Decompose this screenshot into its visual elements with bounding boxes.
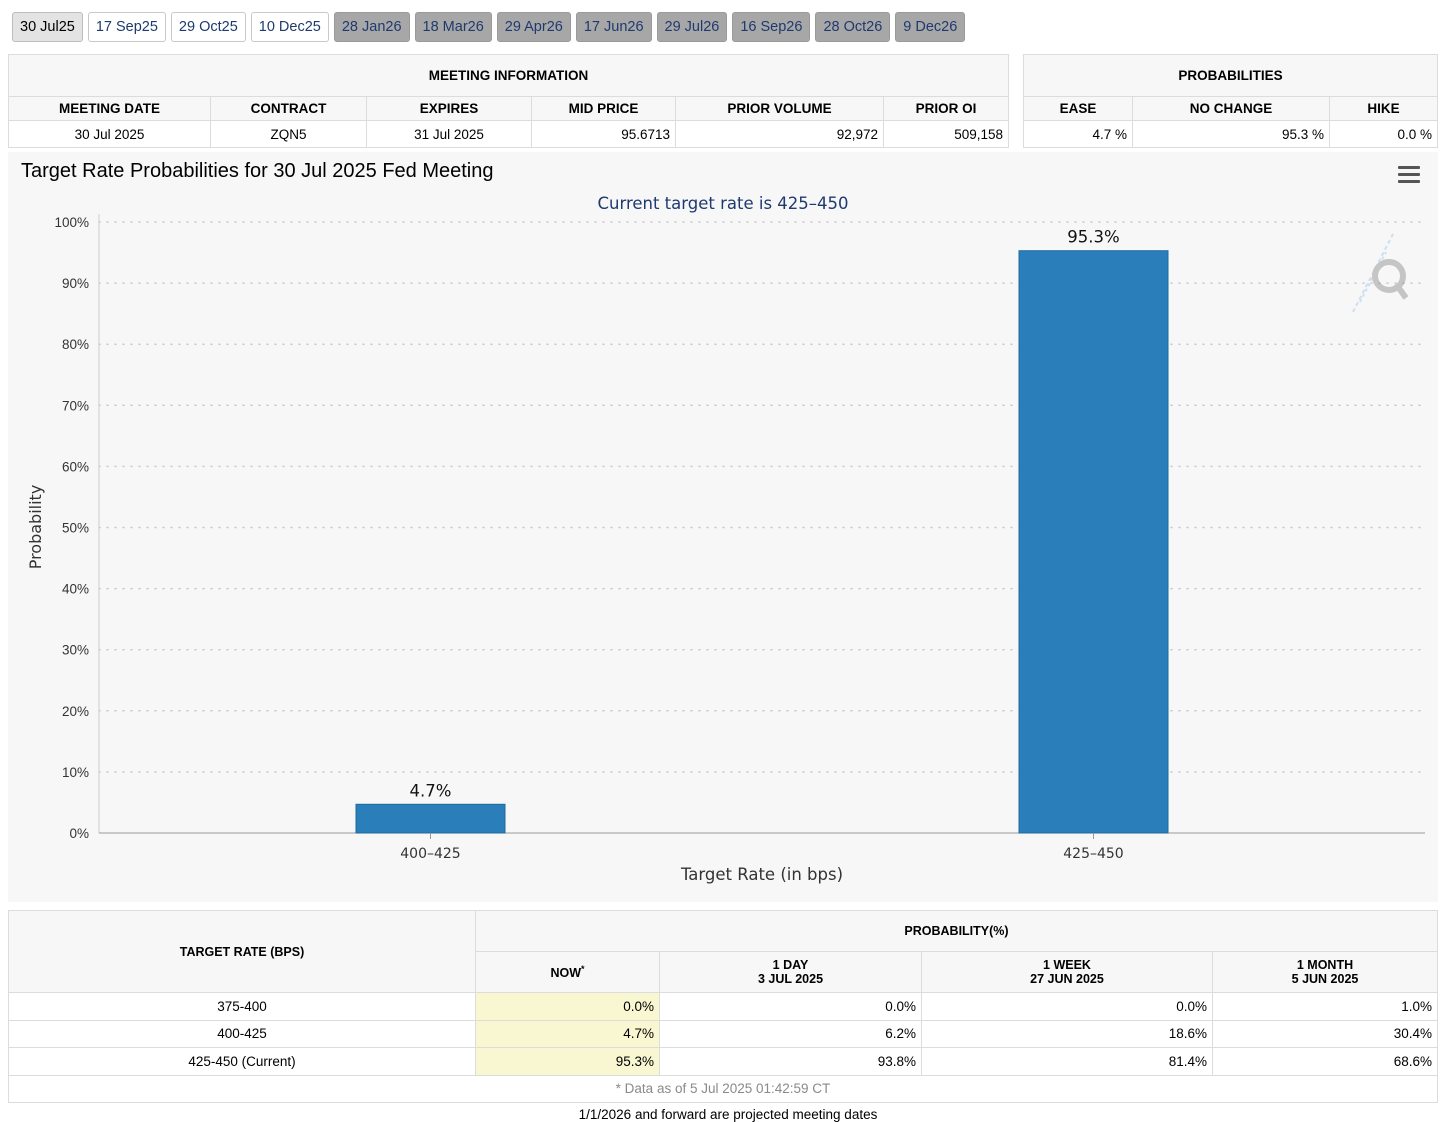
- header-period-1: NOW*: [475, 951, 660, 993]
- header-period-4: 1 MONTH 5 JUN 2025: [1212, 951, 1438, 993]
- data-as-of-footnote: * Data as of 5 Jul 2025 01:42:59 CT: [8, 1074, 1438, 1103]
- probability-cell: 6.2%: [659, 1019, 922, 1048]
- tab-meeting-1[interactable]: 30 Jul25: [12, 12, 83, 42]
- probability-cell: 0.0%: [921, 992, 1213, 1021]
- header-target-rate: TARGET RATE (BPS): [8, 910, 476, 993]
- hike-value: 0.0 %: [1329, 120, 1438, 148]
- y-tick-label: 60%: [62, 459, 89, 474]
- header-period-2: 1 DAY 3 JUL 2025: [659, 951, 922, 993]
- bar-data-label: 4.7%: [410, 781, 452, 800]
- y-tick-label: 30%: [62, 643, 89, 658]
- tab-meeting-5[interactable]: 28 Jan26: [333, 12, 410, 42]
- watermark-logo-icon: [1352, 233, 1409, 313]
- y-tick-label: 70%: [62, 398, 89, 413]
- header-period-label: 1 WEEK: [1043, 958, 1091, 972]
- target-rate-cell: 425-450 (Current): [8, 1047, 476, 1076]
- tab-meeting-9[interactable]: 29 Jul26: [656, 12, 728, 42]
- tab-meeting-2[interactable]: 17 Sep25: [87, 12, 166, 42]
- header-hike: HIKE: [1329, 96, 1438, 121]
- mid-price-value: 95.6713: [531, 120, 676, 148]
- probability-cell: 93.8%: [659, 1047, 922, 1076]
- tab-meeting-8[interactable]: 17 Jun26: [575, 12, 652, 42]
- x-tick-label: 400–425: [400, 846, 460, 862]
- header-no-change: NO CHANGE: [1132, 96, 1330, 121]
- table-row: 425-450 (Current) 95.3% 93.8% 81.4% 68.6%: [8, 1047, 1438, 1076]
- tab-meeting-4[interactable]: 10 Dec25: [250, 12, 329, 42]
- table-row: 375-400 0.0% 0.0% 0.0% 1.0%: [8, 992, 1438, 1021]
- target-rate-chart: Target Rate Probabilities for 30 Jul 202…: [8, 152, 1438, 902]
- chart-menu-icon[interactable]: [1398, 166, 1420, 184]
- chart-subtitle: Current target rate is 425–450: [597, 194, 848, 213]
- probability-cell: 95.3%: [475, 1047, 660, 1076]
- y-tick-label: 90%: [62, 276, 89, 291]
- no-change-value: 95.3 %: [1132, 120, 1330, 148]
- prior-volume-value: 92,972: [675, 120, 884, 148]
- meeting-information-table: MEETING INFORMATION MEETING DATE CONTRAC…: [8, 54, 1009, 148]
- meeting-information-title: MEETING INFORMATION: [8, 54, 1009, 97]
- y-tick-label: 0%: [69, 826, 89, 841]
- chart-title: Target Rate Probabilities for 30 Jul 202…: [21, 160, 494, 182]
- y-tick-label: 80%: [62, 337, 89, 352]
- header-prior-volume: PRIOR VOLUME: [675, 96, 884, 121]
- target-rate-cell: 400-425: [8, 1019, 476, 1048]
- header-mid-price: MID PRICE: [531, 96, 676, 121]
- probability-cell: 1.0%: [1212, 992, 1438, 1021]
- bar-400–425: [355, 803, 506, 834]
- ease-value: 4.7 %: [1023, 120, 1133, 148]
- meeting-date-value: 30 Jul 2025: [8, 120, 211, 148]
- projected-dates-note: 1/1/2026 and forward are projected meeti…: [578, 1107, 878, 1122]
- header-ease: EASE: [1023, 96, 1133, 121]
- probability-cell: 4.7%: [475, 1019, 660, 1048]
- probability-cell: 0.0%: [475, 992, 660, 1021]
- bar-425–450: [1018, 250, 1169, 834]
- tab-meeting-6[interactable]: 18 Mar26: [414, 12, 492, 42]
- probability-history-table: TARGET RATE (BPS) PROBABILITY(%) NOW* 1 D…: [8, 910, 1438, 1103]
- expires-value: 31 Jul 2025: [366, 120, 532, 148]
- header-meeting-date: MEETING DATE: [8, 96, 211, 121]
- header-period-date: 3 JUL 2025: [757, 972, 824, 986]
- probability-cell: 18.6%: [921, 1019, 1213, 1048]
- contract-value: ZQN5: [210, 120, 367, 148]
- table-row: 400-425 4.7% 6.2% 18.6% 30.4%: [8, 1019, 1438, 1048]
- header-probability: PROBABILITY(%): [475, 910, 1438, 952]
- y-tick-label: 10%: [62, 765, 89, 780]
- chart-plot: Current target rate is 425–450 0% 10% 20% 30…: [26, 194, 1426, 884]
- y-tick-label: 50%: [62, 521, 89, 536]
- y-tick-label: 40%: [62, 582, 89, 597]
- probability-cell: 30.4%: [1212, 1019, 1438, 1048]
- y-axis-title: Probability: [26, 485, 45, 570]
- x-axis-title: Target Rate (in bps): [680, 865, 843, 884]
- header-expires: EXPIRES: [366, 96, 532, 121]
- prior-oi-value: 509,158: [883, 120, 1009, 148]
- probabilities-table: PROBABILITIES EASE NO CHANGE HIKE 4.7 % …: [1023, 54, 1438, 148]
- tab-meeting-12[interactable]: 9 Dec26: [895, 12, 966, 42]
- asterisk-mark: *: [581, 963, 585, 974]
- probability-cell: 0.0%: [659, 992, 922, 1021]
- target-rate-cell: 375-400: [8, 992, 476, 1021]
- header-period-date: 27 JUN 2025: [1030, 972, 1104, 986]
- header-period-label: 1 DAY: [772, 958, 809, 972]
- y-tick-label: 100%: [54, 215, 89, 230]
- tab-meeting-3[interactable]: 29 Oct25: [170, 12, 246, 42]
- header-period-date: 5 JUN 2025: [1291, 972, 1359, 986]
- probability-cell: 81.4%: [921, 1047, 1213, 1076]
- meeting-date-tabs: 30 Jul25 17 Sep25 29 Oct25 10 Dec25 28 Jan26…: [12, 12, 966, 42]
- header-prior-oi: PRIOR OI: [883, 96, 1009, 121]
- bar-data-label: 95.3%: [1067, 228, 1119, 247]
- tab-meeting-11[interactable]: 28 Oct26: [815, 12, 891, 42]
- header-period-label: 1 MONTH: [1296, 958, 1354, 972]
- header-period-label: NOW: [550, 966, 582, 981]
- y-tick-label: 20%: [62, 704, 89, 719]
- tab-meeting-10[interactable]: 16 Sep26: [732, 12, 811, 42]
- probability-cell: 68.6%: [1212, 1047, 1438, 1076]
- header-contract: CONTRACT: [210, 96, 367, 121]
- probabilities-title: PROBABILITIES: [1023, 54, 1438, 97]
- x-tick-label: 425–450: [1063, 846, 1123, 862]
- tab-meeting-7[interactable]: 29 Apr26: [496, 12, 571, 42]
- header-period-3: 1 WEEK 27 JUN 2025: [921, 951, 1213, 993]
